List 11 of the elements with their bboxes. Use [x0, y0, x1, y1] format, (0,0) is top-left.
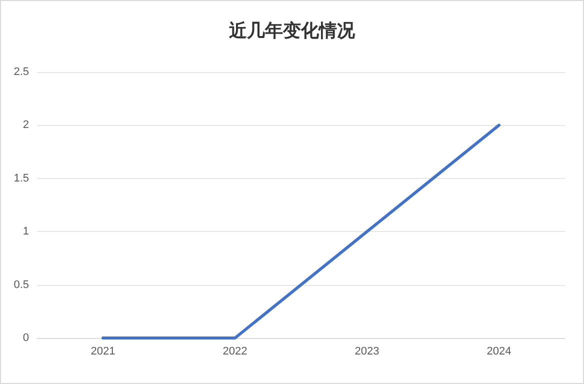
x-tick-label: 2023 — [354, 346, 380, 358]
y-tick-label: 2.5 — [14, 66, 29, 78]
chart-title: 近几年变化情况 — [228, 20, 356, 42]
x-tick-label: 2022 — [222, 346, 248, 358]
y-tick-label: 0.5 — [14, 278, 29, 291]
y-tick-label: 1 — [22, 226, 29, 238]
x-tick-label: 2024 — [486, 346, 512, 358]
x-tick-label: 2021 — [90, 346, 116, 358]
y-tick-label: 1.5 — [14, 172, 29, 184]
y-tick-label: 0 — [22, 332, 29, 344]
y-tick-label: 2 — [22, 119, 29, 132]
